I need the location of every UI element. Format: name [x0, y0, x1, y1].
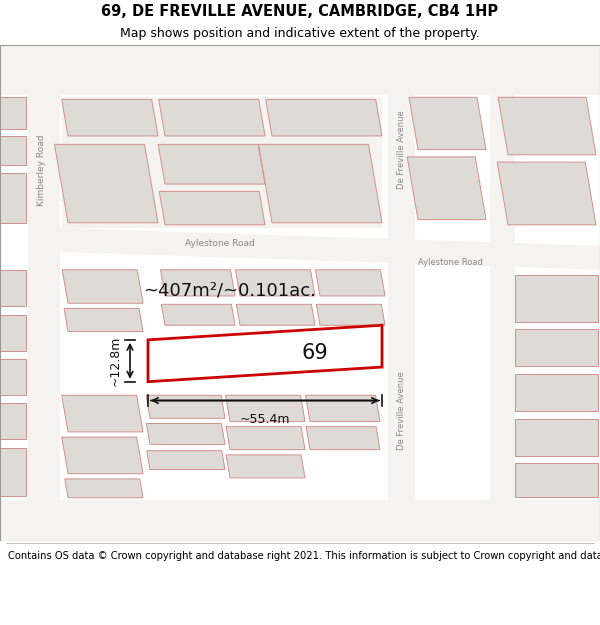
Polygon shape — [497, 162, 596, 225]
Polygon shape — [158, 99, 265, 136]
Polygon shape — [0, 315, 26, 351]
Polygon shape — [55, 144, 158, 222]
Polygon shape — [0, 359, 26, 395]
Polygon shape — [62, 270, 143, 303]
Polygon shape — [407, 157, 486, 219]
Text: Kimberley Road: Kimberley Road — [37, 135, 47, 206]
Polygon shape — [147, 451, 225, 469]
Polygon shape — [515, 329, 598, 366]
Text: ~55.4m: ~55.4m — [240, 413, 290, 426]
Polygon shape — [159, 191, 265, 225]
Polygon shape — [64, 309, 143, 331]
Polygon shape — [515, 374, 598, 411]
Polygon shape — [236, 304, 315, 325]
Polygon shape — [305, 395, 380, 421]
Text: Aylestone Road: Aylestone Road — [418, 258, 482, 267]
Polygon shape — [226, 395, 305, 421]
Polygon shape — [146, 424, 225, 444]
Polygon shape — [161, 270, 235, 296]
Polygon shape — [158, 144, 265, 184]
Polygon shape — [0, 136, 26, 165]
Text: De Freville Avenue: De Freville Avenue — [398, 110, 407, 189]
Polygon shape — [0, 402, 26, 439]
Polygon shape — [388, 45, 415, 541]
Polygon shape — [515, 463, 598, 497]
Polygon shape — [259, 144, 382, 222]
Polygon shape — [226, 427, 305, 449]
Polygon shape — [60, 228, 600, 270]
Text: Map shows position and indicative extent of the property.: Map shows position and indicative extent… — [120, 28, 480, 40]
Polygon shape — [146, 395, 225, 418]
Polygon shape — [316, 270, 385, 296]
Polygon shape — [62, 437, 143, 474]
Text: Contains OS data © Crown copyright and database right 2021. This information is : Contains OS data © Crown copyright and d… — [8, 551, 600, 561]
Text: ~407m²/~0.101ac.: ~407m²/~0.101ac. — [143, 282, 316, 300]
Polygon shape — [316, 304, 385, 325]
Polygon shape — [161, 304, 235, 325]
Polygon shape — [65, 479, 143, 498]
Text: ~12.8m: ~12.8m — [109, 336, 122, 386]
Polygon shape — [515, 275, 598, 322]
Polygon shape — [62, 99, 158, 136]
Polygon shape — [0, 448, 26, 496]
Polygon shape — [306, 427, 380, 449]
Polygon shape — [62, 395, 143, 432]
Polygon shape — [515, 419, 598, 456]
Polygon shape — [266, 99, 382, 136]
Polygon shape — [62, 98, 382, 228]
Polygon shape — [28, 45, 60, 541]
Text: 69: 69 — [302, 344, 328, 364]
Polygon shape — [0, 270, 26, 306]
Bar — [0, 500, 600, 541]
Polygon shape — [498, 98, 596, 155]
Polygon shape — [490, 45, 515, 541]
Bar — [0, 45, 600, 95]
Polygon shape — [235, 270, 315, 296]
Polygon shape — [226, 455, 305, 478]
Text: 69, DE FREVILLE AVENUE, CAMBRIDGE, CB4 1HP: 69, DE FREVILLE AVENUE, CAMBRIDGE, CB4 1… — [101, 4, 499, 19]
Polygon shape — [0, 173, 26, 222]
Text: De Freville Avenue: De Freville Avenue — [398, 372, 407, 451]
Polygon shape — [0, 98, 26, 129]
Text: Aylestone Road: Aylestone Road — [185, 239, 255, 248]
Polygon shape — [409, 98, 486, 149]
